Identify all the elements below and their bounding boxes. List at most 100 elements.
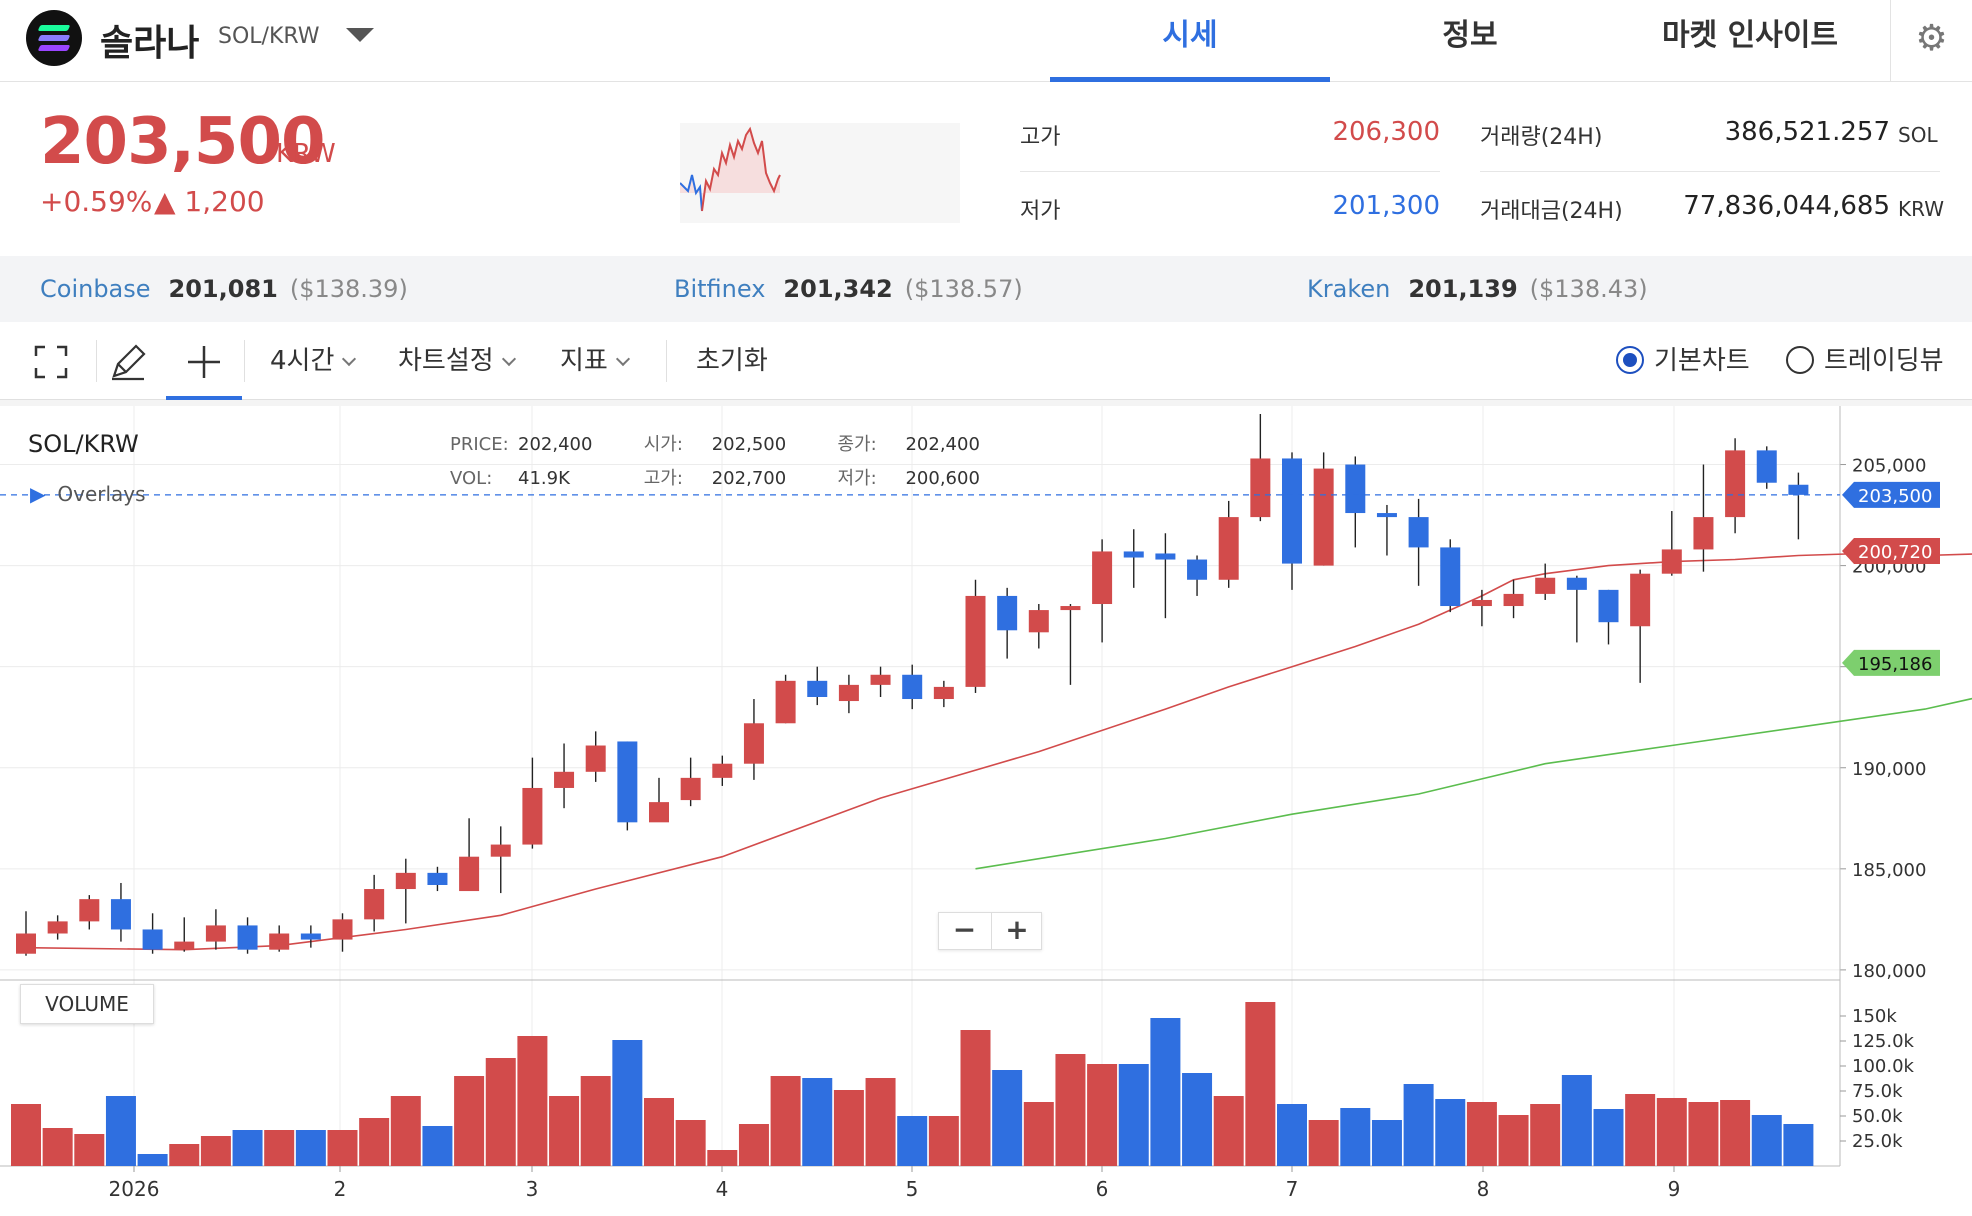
radio-unchecked-icon xyxy=(1786,345,1814,374)
volume-pane-label: VOLUME xyxy=(20,984,154,1024)
overlays-toggle[interactable]: ▶ Overlays xyxy=(30,482,146,506)
candle-body xyxy=(1092,551,1113,605)
fullscreen-icon xyxy=(34,345,68,378)
legend-vol: 41.9K xyxy=(518,468,570,489)
candle-body xyxy=(617,741,638,823)
candle-body xyxy=(649,802,669,823)
legend-close: 202,400 xyxy=(905,434,980,455)
volume-bar xyxy=(1277,1104,1307,1166)
amount-unit: KRW xyxy=(1898,197,1944,221)
tradingview-label: 트레이딩뷰 xyxy=(1824,346,1944,376)
settings-button[interactable]: ⚙ xyxy=(1890,0,1972,82)
ma-long-price-label: 195,186 xyxy=(1858,654,1932,675)
draw-button[interactable] xyxy=(108,322,148,400)
x-tick-label: 3 xyxy=(526,1177,539,1201)
chart-settings-dropdown[interactable]: 차트설정 xyxy=(398,322,516,400)
candle-body xyxy=(1187,559,1208,580)
legend-price-label: PRICE: xyxy=(450,434,509,455)
overlays-label: Overlays xyxy=(57,482,146,506)
current-price-label: 203,500 xyxy=(1858,486,1932,507)
zoom-in-button[interactable]: + xyxy=(991,913,1042,949)
tab-info[interactable]: 정보 xyxy=(1442,18,1498,53)
exchange-name: Coinbase xyxy=(40,275,151,303)
volume-bar xyxy=(1783,1124,1814,1166)
volume-bar xyxy=(1055,1054,1086,1166)
exchange-price: 201,342 xyxy=(783,275,893,303)
volume-bar xyxy=(865,1078,896,1166)
ma-long-line xyxy=(975,697,1972,870)
legend-price: 202,400 xyxy=(518,434,593,455)
pair-dropdown-icon[interactable] xyxy=(346,28,374,42)
basic-chart-radio[interactable]: 기본차트 xyxy=(1616,322,1750,400)
candle-body xyxy=(269,933,290,950)
amount-label: 거래대금(24H) xyxy=(1480,199,1623,224)
volume-bar xyxy=(1371,1120,1402,1166)
legend-open-label: 시가: xyxy=(643,434,683,455)
ma-short-price-label: 200,720 xyxy=(1858,542,1932,563)
zoom-out-button[interactable]: − xyxy=(952,913,977,946)
volume-bar xyxy=(11,1104,41,1166)
volume-bar xyxy=(738,1124,769,1166)
ohlc-legend: PRICE: 202,400 시가: 202,500 종가: 202,400 VOL:… xyxy=(450,428,1025,496)
candle-body xyxy=(332,919,353,940)
chevron-down-icon xyxy=(615,351,630,367)
interval-label: 4시간 xyxy=(270,346,335,376)
vol-tick-label: 25.0k xyxy=(1852,1131,1903,1152)
volume-bar xyxy=(295,1130,326,1166)
volume-bar xyxy=(1656,1098,1687,1166)
candle-body xyxy=(1566,577,1587,590)
exchange-coinbase: Coinbase 201,081 ($138.39) xyxy=(40,256,408,322)
crosshair-button[interactable] xyxy=(166,322,242,400)
candle-body xyxy=(902,674,923,700)
indicators-label: 지표 xyxy=(560,346,608,376)
change-amount: ▲ 1,200 xyxy=(154,185,265,218)
basic-chart-label: 기본차트 xyxy=(1654,346,1750,376)
low-label: 저가 xyxy=(1020,199,1061,224)
indicators-dropdown[interactable]: 지표 xyxy=(560,322,630,400)
candle-body xyxy=(1503,593,1524,607)
volume-bar xyxy=(1087,1064,1118,1166)
volume-bar xyxy=(770,1076,801,1166)
volume-bar xyxy=(707,1150,738,1166)
vol-tick-label: 100.0k xyxy=(1852,1056,1915,1077)
fullscreen-button[interactable] xyxy=(34,322,68,400)
x-tick-label: 5 xyxy=(906,1177,919,1201)
reset-button[interactable]: 초기화 xyxy=(696,346,768,376)
volume-bar xyxy=(169,1144,200,1166)
current-price-unit: KRW xyxy=(276,139,336,169)
x-tick-label: 9 xyxy=(1668,1177,1681,1201)
volume-bar xyxy=(833,1090,864,1166)
exchange-prices: Coinbase 201,081 ($138.39) Bitfinex 201,342… xyxy=(0,256,1972,322)
vol-tick-label: 75.0k xyxy=(1852,1081,1903,1102)
volume-bar xyxy=(1625,1094,1656,1166)
exchange-price: 201,081 xyxy=(168,275,278,303)
pencil-icon xyxy=(112,343,146,380)
candle-body xyxy=(1123,551,1144,558)
candle-body xyxy=(459,856,480,892)
candle-body xyxy=(997,595,1018,631)
vol-tick-label: 125.0k xyxy=(1852,1031,1915,1052)
price-chart[interactable]: 180,000185,000190,000195,000200,000205,0… xyxy=(0,406,1972,1216)
zoom-control: − + xyxy=(938,912,1042,950)
volume-bar xyxy=(105,1096,136,1166)
exchange-price: 201,139 xyxy=(1408,275,1518,303)
chevron-down-icon xyxy=(342,351,357,367)
triangle-right-icon: ▶ xyxy=(30,482,46,506)
volume-bar xyxy=(675,1120,706,1166)
candle-body xyxy=(712,763,733,778)
tab-market-insight[interactable]: 마켓 인사이트 xyxy=(1661,18,1839,53)
volume-bar xyxy=(1023,1102,1054,1166)
candle-body xyxy=(1028,610,1049,633)
tradingview-radio[interactable]: 트레이딩뷰 xyxy=(1786,322,1944,400)
candle-body xyxy=(300,933,321,940)
coin-pair: SOL/KRW xyxy=(218,24,320,49)
interval-dropdown[interactable]: 4시간 xyxy=(270,322,357,400)
divider xyxy=(1480,171,1940,172)
candle-body xyxy=(1661,549,1682,574)
tab-price[interactable]: 시세 xyxy=(1050,0,1330,82)
x-tick-label: 6 xyxy=(1096,1177,1109,1201)
current-price: 203,500 xyxy=(40,105,325,179)
volume-bar xyxy=(264,1130,295,1166)
candle-body xyxy=(174,941,195,950)
volume-bar xyxy=(1561,1075,1592,1166)
